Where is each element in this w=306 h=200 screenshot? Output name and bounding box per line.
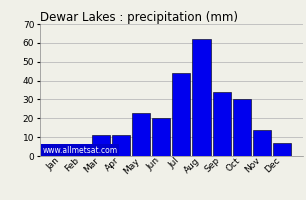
Bar xyxy=(112,135,130,156)
Bar xyxy=(253,130,271,156)
Bar xyxy=(92,135,110,156)
Bar xyxy=(172,73,190,156)
Bar xyxy=(52,148,70,156)
Bar xyxy=(233,99,251,156)
Bar xyxy=(273,143,291,156)
Text: Dewar Lakes : precipitation (mm): Dewar Lakes : precipitation (mm) xyxy=(40,11,238,24)
Bar xyxy=(72,148,90,156)
Text: www.allmetsat.com: www.allmetsat.com xyxy=(43,146,118,155)
Bar xyxy=(192,39,211,156)
Bar xyxy=(213,92,231,156)
Bar xyxy=(132,113,150,156)
Bar xyxy=(152,118,170,156)
